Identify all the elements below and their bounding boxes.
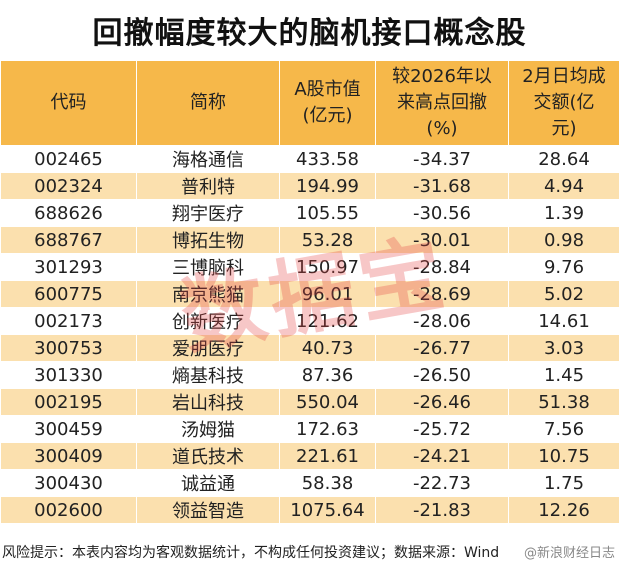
cell-turnover: 5.02	[508, 280, 619, 308]
header-code: 代码	[0, 60, 137, 146]
cell-drawdown: -34.37	[375, 145, 509, 173]
cell-turnover: 1.39	[508, 199, 619, 227]
table-row: 002195 岩山科技 550.04 -26.46 51.38	[0, 388, 619, 416]
cell-turnover: 3.03	[508, 334, 619, 362]
cell-market-cap: 221.61	[279, 442, 376, 470]
cell-name: 诚益通	[136, 469, 280, 497]
cell-code: 300409	[0, 442, 137, 470]
cell-name: 海格通信	[136, 145, 280, 173]
table-row: 600775 南京熊猫 96.01 -28.69 5.02	[0, 280, 619, 308]
cell-code: 300753	[0, 334, 137, 362]
header-market-cap: A股市值 (亿元)	[279, 60, 376, 146]
cell-name: 汤姆猫	[136, 415, 280, 443]
cell-name: 创新医疗	[136, 307, 280, 335]
header-row: 代码 简称 A股市值 (亿元) 较2026年以 来高点回撤 (%) 2月日均成 …	[0, 60, 619, 146]
cell-name: 爱朋医疗	[136, 334, 280, 362]
cell-code: 301330	[0, 361, 137, 389]
cell-name: 三博脑科	[136, 253, 280, 281]
cell-code: 002600	[0, 496, 137, 524]
cell-market-cap: 433.58	[279, 145, 376, 173]
table-row: 002600 领益智造 1075.64 -21.83 12.26	[0, 496, 619, 524]
cell-name: 博拓生物	[136, 226, 280, 254]
cell-drawdown: -30.01	[375, 226, 509, 254]
cell-drawdown: -28.84	[375, 253, 509, 281]
table-row: 300459 汤姆猫 172.63 -25.72 7.56	[0, 415, 619, 443]
header-turnover: 2月日均成 交额(亿 元)	[508, 60, 619, 146]
cell-drawdown: -22.73	[375, 469, 509, 497]
cell-code: 300459	[0, 415, 137, 443]
cell-turnover: 51.38	[508, 388, 619, 416]
cell-market-cap: 172.63	[279, 415, 376, 443]
cell-market-cap: 150.97	[279, 253, 376, 281]
cell-code: 301293	[0, 253, 137, 281]
cell-turnover: 14.61	[508, 307, 619, 335]
cell-turnover: 1.75	[508, 469, 619, 497]
cell-code: 300430	[0, 469, 137, 497]
table-row: 688626 翔宇医疗 105.55 -30.56 1.39	[0, 199, 619, 227]
cell-code: 688626	[0, 199, 137, 227]
cell-turnover: 1.45	[508, 361, 619, 389]
cell-code: 002173	[0, 307, 137, 335]
table-row: 688767 博拓生物 53.28 -30.01 0.98	[0, 226, 619, 254]
cell-drawdown: -28.69	[375, 280, 509, 308]
cell-market-cap: 87.36	[279, 361, 376, 389]
cell-drawdown: -26.50	[375, 361, 509, 389]
cell-code: 600775	[0, 280, 137, 308]
weibo-badge: @新浪财经日志	[523, 546, 615, 561]
table-row: 300430 诚益通 58.38 -22.73 1.75	[0, 469, 619, 497]
table-title: 回撤幅度较大的脑机接口概念股	[92, 16, 527, 51]
cell-name: 翔宇医疗	[136, 199, 280, 227]
cell-turnover: 10.75	[508, 442, 619, 470]
cell-turnover: 0.98	[508, 226, 619, 254]
table-row: 002173 创新医疗 121.62 -28.06 14.61	[0, 307, 619, 335]
cell-market-cap: 550.04	[279, 388, 376, 416]
cell-drawdown: -24.21	[375, 442, 509, 470]
cell-name: 岩山科技	[136, 388, 280, 416]
cell-code: 002465	[0, 145, 137, 173]
cell-drawdown: -31.68	[375, 172, 509, 200]
cell-market-cap: 1075.64	[279, 496, 376, 524]
cell-code: 002195	[0, 388, 137, 416]
cell-name: 熵基科技	[136, 361, 280, 389]
risk-footer: 风险提示：本表内容均为客观数据统计，不构成任何投资建议；数据来源：Wind	[2, 545, 500, 561]
table-row: 002465 海格通信 433.58 -34.37 28.64	[0, 145, 619, 173]
cell-turnover: 9.76	[508, 253, 619, 281]
cell-turnover: 12.26	[508, 496, 619, 524]
table-row: 300409 道氏技术 221.61 -24.21 10.75	[0, 442, 619, 470]
cell-drawdown: -26.46	[375, 388, 509, 416]
cell-turnover: 7.56	[508, 415, 619, 443]
cell-market-cap: 194.99	[279, 172, 376, 200]
cell-market-cap: 53.28	[279, 226, 376, 254]
cell-drawdown: -21.83	[375, 496, 509, 524]
cell-market-cap: 105.55	[279, 199, 376, 227]
cell-market-cap: 96.01	[279, 280, 376, 308]
cell-drawdown: -25.72	[375, 415, 509, 443]
table-row: 002324 普利特 194.99 -31.68 4.94	[0, 172, 619, 200]
cell-turnover: 4.94	[508, 172, 619, 200]
cell-name: 南京熊猫	[136, 280, 280, 308]
cell-market-cap: 40.73	[279, 334, 376, 362]
cell-market-cap: 58.38	[279, 469, 376, 497]
table-row: 301293 三博脑科 150.97 -28.84 9.76	[0, 253, 619, 281]
cell-drawdown: -28.06	[375, 307, 509, 335]
cell-market-cap: 121.62	[279, 307, 376, 335]
cell-code: 688767	[0, 226, 137, 254]
cell-name: 领益智造	[136, 496, 280, 524]
cell-turnover: 28.64	[508, 145, 619, 173]
table-row: 300753 爱朋医疗 40.73 -26.77 3.03	[0, 334, 619, 362]
cell-name: 道氏技术	[136, 442, 280, 470]
cell-code: 002324	[0, 172, 137, 200]
header-drawdown: 较2026年以 来高点回撤 (%)	[375, 60, 509, 146]
cell-drawdown: -26.77	[375, 334, 509, 362]
table-row: 301330 熵基科技 87.36 -26.50 1.45	[0, 361, 619, 389]
cell-drawdown: -30.56	[375, 199, 509, 227]
cell-name: 普利特	[136, 172, 280, 200]
stock-table: 代码 简称 A股市值 (亿元) 较2026年以 来高点回撤 (%) 2月日均成 …	[0, 60, 619, 524]
header-name: 简称	[136, 60, 280, 146]
